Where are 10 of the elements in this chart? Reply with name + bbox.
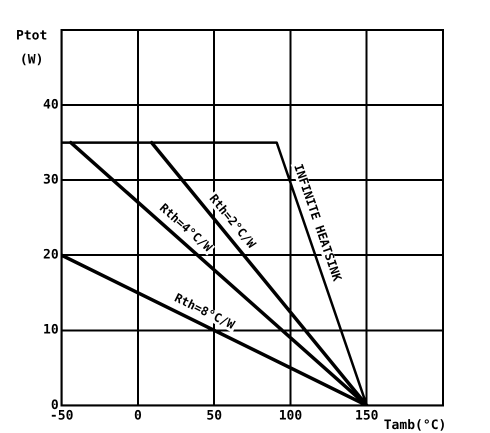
- y-tick-label: 10: [42, 322, 59, 338]
- x-tick-label: 0: [134, 408, 142, 424]
- x-tick-label: 150: [354, 408, 379, 424]
- y-axis-title: Ptot (W): [16, 28, 48, 68]
- x-axis-title: Tamb(°C): [384, 418, 446, 433]
- x-tick-label: 100: [278, 408, 302, 424]
- x-tick-label: 50: [206, 408, 222, 424]
- y-tick-label: 40: [42, 97, 59, 112]
- y-tick-label: 30: [42, 172, 59, 188]
- y-tick-label: 20: [42, 248, 59, 263]
